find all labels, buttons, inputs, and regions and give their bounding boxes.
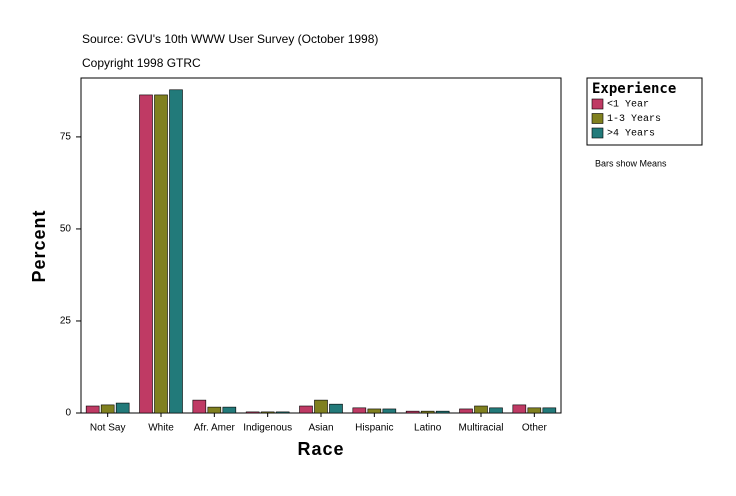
bar: [435, 410, 450, 414]
bar: [85, 405, 100, 414]
x-tick-label: Other: [522, 423, 548, 434]
bar: [154, 94, 168, 414]
legend-title: Experience: [592, 81, 676, 97]
bar: [542, 407, 557, 414]
x-tick-label: White: [148, 423, 174, 434]
legend-swatch: [591, 113, 604, 124]
bar: [459, 408, 473, 414]
y-tick-label: 50: [60, 224, 72, 235]
y-tick-label: 75: [60, 132, 72, 143]
bar: [260, 411, 275, 414]
bar: [420, 410, 435, 414]
y-tick-label: 25: [60, 316, 72, 327]
x-tick-label: Indigenous: [243, 423, 292, 434]
legend-swatch: [591, 98, 604, 110]
x-tick-label: Not Say: [90, 423, 126, 434]
chart-title: Source: GVU's 10th WWW User Survey (Octo…: [82, 32, 378, 46]
x-tick-label: Latino: [414, 423, 442, 434]
x-tick-label: Multiracial: [458, 423, 503, 434]
bar: [299, 405, 313, 414]
legend-swatch: [591, 127, 604, 139]
legend-label: <1 Year: [607, 100, 649, 111]
bar: [352, 407, 367, 414]
chart-subtitle: Copyright 1998 GTRC: [82, 56, 201, 70]
bar: [367, 408, 382, 414]
bar: [527, 407, 542, 414]
bar: [275, 411, 290, 414]
y-tick-label: 0: [65, 408, 71, 419]
legend-label: 1-3 Years: [607, 114, 661, 125]
x-tick-label: Afr. Amer: [194, 423, 236, 434]
bar: [245, 411, 260, 414]
bar: [222, 406, 237, 414]
x-tick-label: Asian: [308, 423, 333, 434]
bar: [512, 404, 527, 414]
bar: [489, 407, 503, 414]
bar: [474, 405, 488, 414]
bar: [382, 408, 397, 414]
bar: [405, 410, 420, 414]
legend-label: >4 Years: [607, 129, 655, 140]
bar: [329, 403, 343, 414]
bar: [115, 402, 130, 414]
x-axis-label: Race: [297, 439, 344, 459]
bar: [314, 399, 328, 414]
bar: [207, 406, 222, 414]
legend-box: [586, 77, 703, 146]
bar: [169, 89, 183, 414]
bar: [192, 399, 207, 414]
bar: [139, 94, 153, 414]
y-axis-label: Percent: [29, 209, 49, 282]
note: Bars show Means: [595, 158, 667, 168]
bar: [100, 404, 115, 414]
x-tick-label: Hispanic: [355, 423, 393, 434]
